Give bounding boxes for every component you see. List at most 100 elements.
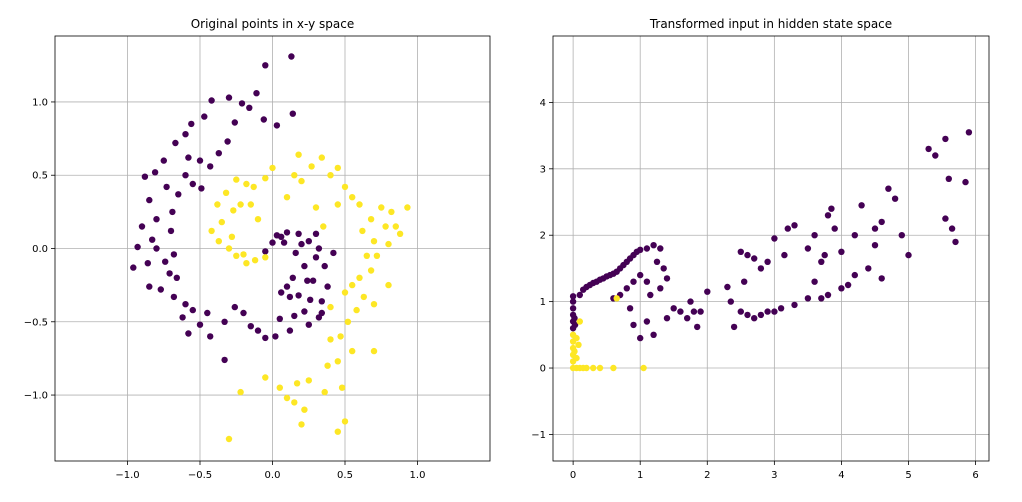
right-chart-title: Transformed input in hidden state space (649, 17, 892, 31)
right-point-class-0 (871, 242, 879, 249)
right-point-class-0 (697, 308, 704, 315)
right-point-class-0 (657, 285, 664, 292)
right-point-class-0 (569, 298, 577, 305)
right-point-class-0 (576, 291, 583, 299)
left-point-class-0 (318, 309, 325, 317)
left-point-class-0 (179, 314, 186, 321)
right-point-class-0 (637, 271, 644, 279)
left-point-class-0 (134, 243, 141, 251)
right-point-class-0 (844, 281, 852, 289)
left-point-class-1 (233, 252, 240, 259)
left-point-class-0 (170, 293, 178, 301)
left-point-class-0 (315, 245, 323, 252)
right-x-tick-label: 3 (771, 470, 777, 481)
left-point-class-1 (349, 194, 356, 201)
left-point-class-1 (250, 183, 257, 191)
left-point-class-0 (238, 100, 246, 107)
right-point-class-1 (575, 341, 582, 348)
right-point-class-0 (650, 242, 657, 249)
right-point-class-1 (596, 364, 604, 372)
left-point-class-0 (312, 254, 320, 261)
right-point-class-0 (643, 245, 651, 252)
right-point-class-0 (828, 205, 835, 212)
left-point-class-1 (262, 374, 269, 381)
right-point-class-0 (571, 321, 579, 329)
right-point-class-1 (573, 354, 580, 362)
left-point-class-1 (283, 394, 291, 402)
left-point-class-0 (286, 293, 294, 301)
left-point-class-0 (301, 262, 308, 270)
right-point-class-0 (684, 315, 691, 322)
right-point-class-0 (751, 315, 758, 322)
right-y-tick-label: 0 (540, 364, 546, 375)
right-point-class-0 (878, 275, 885, 282)
left-point-class-0 (141, 173, 149, 180)
left-point-class-1 (334, 428, 341, 435)
right-point-class-0 (811, 232, 818, 239)
left-point-class-1 (320, 223, 327, 230)
left-point-class-1 (230, 207, 237, 214)
left-point-class-0 (185, 330, 192, 337)
left-point-class-0 (196, 321, 204, 328)
right-x-tick-label: 0 (570, 470, 576, 481)
right-point-class-0 (643, 278, 651, 285)
left-point-class-0 (283, 229, 291, 236)
right-point-class-0 (569, 293, 577, 300)
right-point-class-0 (694, 323, 701, 331)
right-point-class-0 (647, 291, 654, 299)
left-point-class-0 (273, 122, 281, 129)
left-point-class-0 (262, 248, 269, 255)
left-point-class-0 (182, 301, 189, 308)
right-point-class-0 (657, 245, 664, 252)
right-y-tick-label: 4 (540, 98, 546, 109)
left-point-class-1 (363, 252, 370, 259)
left-point-class-1 (373, 252, 381, 259)
left-point-class-0 (312, 230, 320, 237)
right-point-class-0 (744, 311, 751, 319)
right-point-class-0 (942, 135, 949, 143)
left-point-class-1 (308, 163, 315, 170)
left-point-class-1 (298, 421, 305, 428)
left-point-class-1 (283, 194, 291, 201)
left-point-class-0 (276, 315, 283, 322)
left-point-class-0 (215, 150, 222, 157)
left-point-class-1 (262, 254, 269, 261)
left-point-class-0 (221, 318, 228, 325)
left-point-class-0 (188, 120, 195, 128)
right-point-class-0 (630, 278, 637, 285)
right-x-tick-label: 4 (838, 470, 844, 481)
right-point-class-0 (670, 305, 677, 312)
right-point-class-1 (590, 364, 597, 372)
right-point-class-0 (643, 318, 651, 325)
right-point-class-0 (818, 295, 825, 302)
right-point-class-0 (571, 315, 578, 322)
left-point-class-0 (307, 296, 314, 303)
left-point-class-1 (237, 201, 244, 208)
left-point-class-0 (167, 227, 175, 235)
right-point-class-0 (764, 258, 771, 265)
left-point-class-1 (327, 336, 334, 343)
left-point-class-1 (334, 201, 341, 208)
left-point-class-0 (295, 292, 302, 299)
right-point-class-0 (637, 246, 644, 253)
right-point-class-0 (791, 222, 798, 229)
left-point-class-0 (253, 90, 260, 97)
left-point-class-0 (130, 264, 137, 271)
right-point-class-0 (784, 225, 791, 232)
right-point-class-0 (757, 311, 765, 319)
left-y-tick-label: 0.5 (32, 171, 48, 182)
left-point-class-0 (189, 306, 196, 314)
left-point-class-1 (293, 380, 301, 387)
left-point-class-1 (251, 257, 259, 264)
left-point-class-1 (378, 204, 385, 211)
left-x-tick-label: 1.0 (410, 470, 426, 481)
left-scatter-panel: −1.0 −0.5 0.0 0.5 1.0 −1.0 −0.5 0.0 0.5 1.0 Origin… (24, 17, 491, 481)
left-point-class-1 (353, 306, 360, 314)
right-point-class-0 (704, 288, 711, 295)
left-point-class-0 (318, 298, 325, 305)
right-point-class-0 (623, 285, 630, 292)
left-point-class-1 (327, 303, 334, 311)
left-point-class-0 (278, 233, 285, 240)
right-point-class-0 (741, 278, 748, 285)
left-point-class-0 (185, 154, 192, 161)
